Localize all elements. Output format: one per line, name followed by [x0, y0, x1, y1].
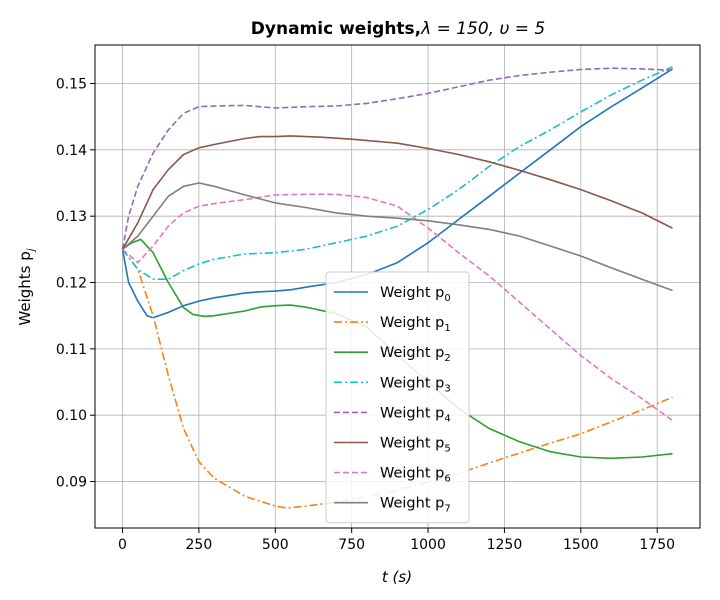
legend-label-text: Weight p	[380, 345, 444, 361]
legend-label-text: Weight p	[380, 496, 444, 512]
x-tick-label: 1250	[487, 537, 523, 553]
y-axis-label-text: Weights p	[16, 251, 34, 325]
legend-label-text: Weight p	[380, 285, 444, 301]
legend-label-p7: Weight p7	[380, 496, 451, 515]
x-axis-label: t (s)	[382, 568, 412, 586]
legend-label-sub: 1	[444, 323, 450, 334]
chart-title-params: λ = 150, υ = 5	[420, 19, 545, 39]
legend-label-text: Weight p	[380, 315, 444, 331]
legend-label-p1: Weight p1	[380, 315, 451, 334]
y-axis-label-sub: j	[26, 248, 37, 253]
y-tick-label: 0.15	[56, 76, 87, 92]
x-tick-label: 0	[118, 537, 127, 553]
legend-label-sub: 5	[444, 444, 450, 455]
y-tick-label: 0.10	[56, 408, 87, 424]
series-line-p0	[121, 68, 673, 319]
legend-label-text: Weight p	[380, 436, 444, 452]
legend-label-sub: 0	[444, 293, 450, 304]
axis-ticks: 0 250 500 750 1000 1250 1500 17500.090.100.110.…	[56, 76, 675, 553]
x-tick-label: 1500	[563, 537, 599, 553]
legend-label-p0: Weight p0	[380, 285, 451, 304]
x-tick-label: 750	[338, 537, 365, 553]
x-tick-label: 1000	[410, 537, 446, 553]
plot-frame	[94, 44, 701, 529]
y-axis-label: Weights pj	[16, 248, 37, 325]
legend-label-sub: 3	[444, 383, 450, 394]
legend-label-text: Weight p	[380, 466, 444, 482]
legend-label-text: Weight p	[380, 405, 444, 421]
legend-label-sub: 2	[444, 353, 450, 364]
series-line-p6	[121, 193, 673, 422]
legend-label-p3: Weight p3	[380, 375, 451, 394]
x-tick-label: 250	[186, 537, 213, 553]
legend-label-sub: 7	[444, 504, 450, 515]
y-tick-label: 0.12	[56, 276, 87, 292]
y-tick-label: 0.09	[56, 475, 87, 491]
legend-label-p5: Weight p5	[380, 436, 451, 455]
series-line-p2	[122, 238, 673, 460]
legend-frame	[325, 271, 470, 524]
legend-label-sub: 6	[444, 474, 450, 485]
x-tick-label: 500	[262, 537, 289, 553]
y-tick-label: 0.13	[56, 209, 87, 225]
legend-label-sub: 4	[444, 413, 450, 424]
x-tick-label: 1750	[639, 537, 675, 553]
legend-label-p4: Weight p4	[380, 405, 451, 424]
series-line-p3	[121, 66, 673, 281]
chart-title-bold: Dynamic weights,	[251, 19, 421, 39]
series-line-p7	[121, 182, 673, 292]
legend-label-p2: Weight p2	[380, 345, 451, 364]
series-line-p5	[121, 135, 673, 250]
y-tick-label: 0.14	[56, 143, 87, 159]
legend-label-text: Weight p	[380, 375, 444, 391]
y-tick-label: 0.11	[56, 342, 87, 358]
series-lines	[121, 66, 673, 509]
chart-title: Dynamic weights,λ = 150, υ = 5	[251, 19, 545, 39]
legend-label-p6: Weight p6	[380, 466, 451, 485]
series-line-p4	[121, 67, 673, 250]
